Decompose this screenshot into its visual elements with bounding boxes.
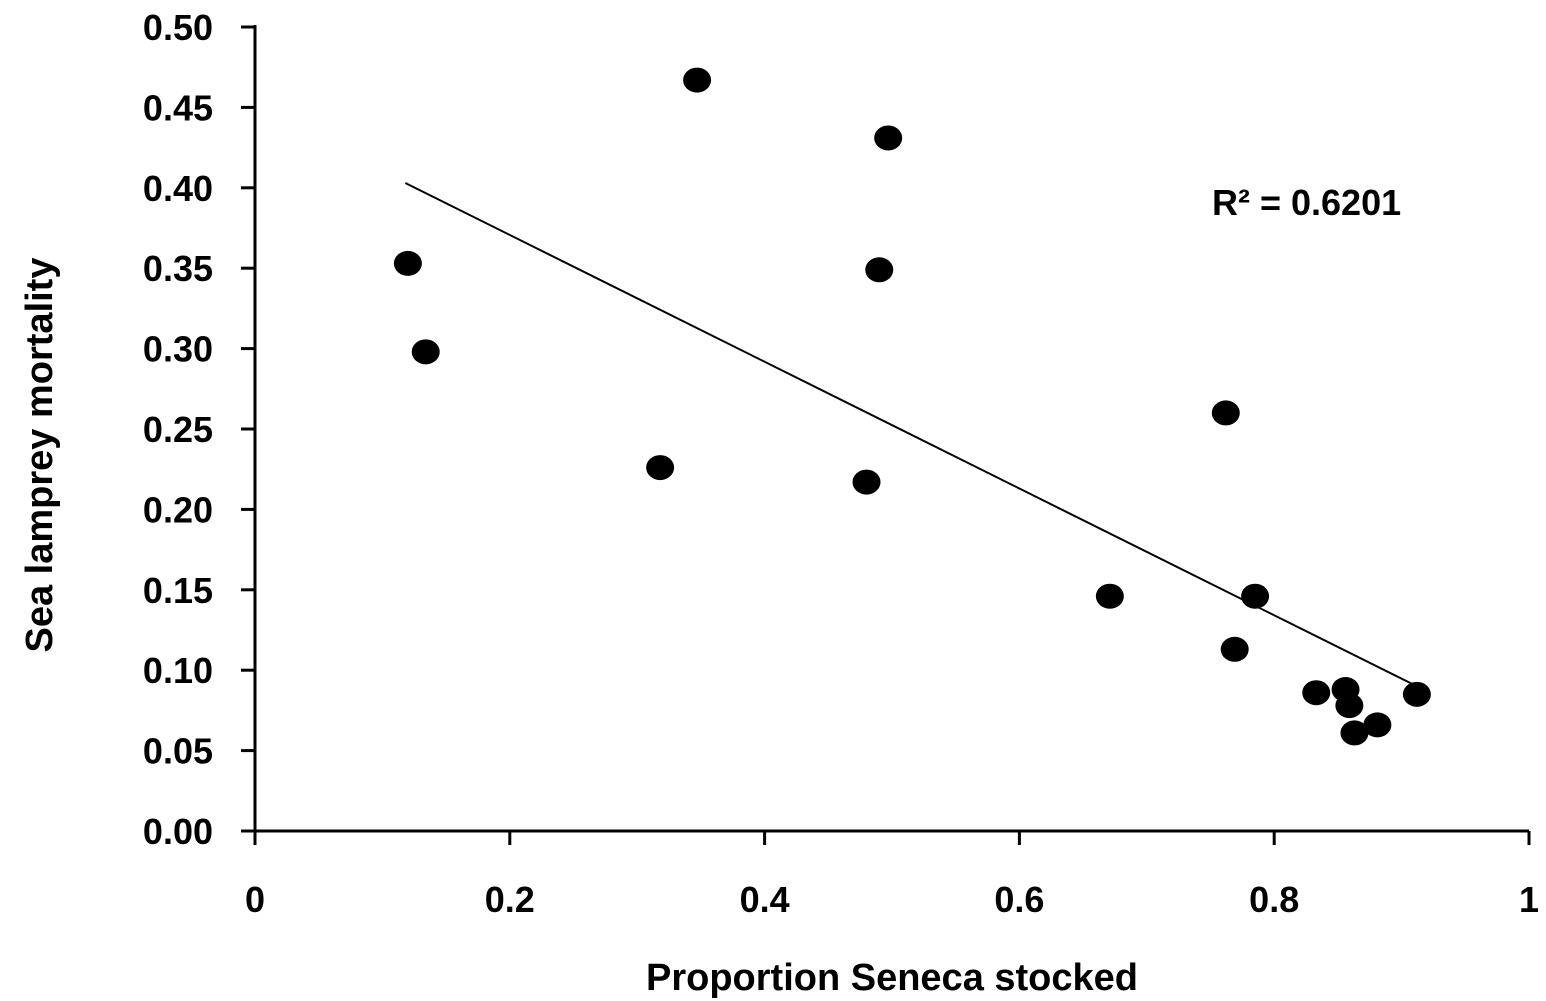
- data-point: [683, 67, 712, 93]
- y-tick-label: 0.00: [143, 811, 213, 852]
- x-tick-labels: 0 0.2 0.4 0.6 0.8 1: [245, 879, 1539, 920]
- data-point: [1220, 636, 1249, 662]
- x-tick-label: 0.4: [740, 879, 790, 920]
- x-axis-title: Proportion Seneca stocked: [646, 957, 1138, 999]
- y-tick-marks: [241, 25, 255, 833]
- data-point: [865, 257, 894, 283]
- y-tick-label: 0.40: [143, 168, 213, 209]
- data-point: [874, 125, 903, 151]
- data-point: [1340, 720, 1369, 746]
- y-tick-label: 0.10: [143, 650, 213, 691]
- data-point: [1363, 712, 1392, 738]
- y-tick-label: 0.15: [143, 570, 213, 611]
- x-tick-label: 0.2: [485, 879, 535, 920]
- x-tick-marks: [253, 831, 1531, 845]
- trendline: [404, 182, 1418, 688]
- y-tick-label: 0.45: [143, 87, 213, 128]
- y-tick-label: 0.30: [143, 329, 213, 370]
- data-point: [1302, 680, 1331, 706]
- data-point: [1241, 583, 1270, 609]
- data-point: [1335, 693, 1364, 719]
- data-point: [411, 339, 440, 365]
- data-points: [393, 67, 1431, 746]
- data-point: [393, 250, 422, 276]
- y-axis-title: Sea lamprey mortality: [19, 258, 61, 653]
- data-point: [1095, 583, 1124, 609]
- y-tick-labels: 0.00 0.05 0.10 0.15 0.20 0.25 0.30 0.35 0.40 0.45…: [143, 7, 213, 852]
- data-point: [646, 455, 675, 481]
- y-tick-label: 0.20: [143, 489, 213, 530]
- data-point: [852, 469, 881, 495]
- y-tick-label: 0.35: [143, 248, 213, 289]
- x-tick-label: 1: [1519, 879, 1539, 920]
- x-tick-label: 0.6: [994, 879, 1044, 920]
- x-tick-label: 0: [245, 879, 265, 920]
- y-tick-label: 0.05: [143, 731, 213, 772]
- r-squared-annotation: R² = 0.6201: [1212, 182, 1401, 223]
- data-point: [1402, 681, 1431, 707]
- y-tick-label: 0.25: [143, 409, 213, 450]
- y-tick-label: 0.50: [143, 7, 213, 48]
- x-tick-label: 0.8: [1249, 879, 1299, 920]
- data-point: [1211, 400, 1240, 426]
